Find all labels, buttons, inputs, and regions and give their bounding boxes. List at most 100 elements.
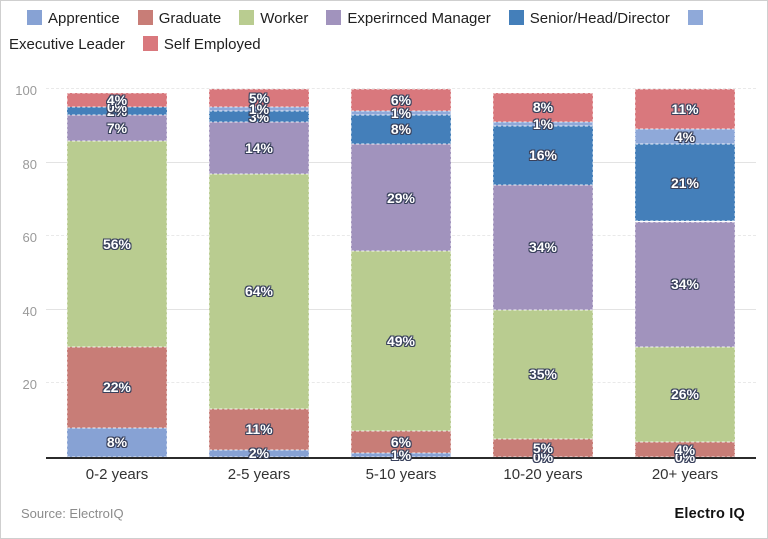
legend-swatch-icon [27, 10, 42, 25]
segment-value-label: 2% [248, 445, 270, 462]
segment-value-label: 1% [532, 115, 554, 132]
x-tick-label: 2-5 years [227, 466, 291, 483]
bar-segment [67, 140, 167, 347]
bar-segment [493, 92, 593, 123]
segment-value-label: 49% [386, 333, 416, 350]
segment-value-label: 29% [386, 189, 416, 206]
bar-segment [67, 92, 167, 108]
plot-area: 8% 22% 56% 7% 2% 0% 4% 2% 11% 64% 14% 3% 1% 5% 1% 6% 49%… [46, 88, 756, 465]
legend-swatch-icon [239, 10, 255, 25]
segment-value-label: 5% [532, 439, 554, 456]
bar-segment [493, 309, 593, 439]
bar-segment [67, 346, 167, 428]
y-tick-label: 60 [22, 230, 37, 246]
bar-segment [493, 125, 593, 185]
segment-value-label: 1% [390, 104, 412, 121]
bar-segment [351, 250, 451, 432]
bar-segment [635, 144, 735, 222]
bar-segment [351, 144, 451, 251]
segment-value-label: 2% [106, 103, 128, 120]
bar-segment [635, 442, 735, 457]
legend-item: Graduate [120, 10, 222, 27]
segment-value-label: 0% [674, 449, 696, 465]
y-tick-label: 40 [22, 303, 37, 319]
bar-segment [351, 453, 451, 457]
segment-value-label: 7% [106, 119, 128, 136]
legend-item: Apprentice [9, 10, 120, 27]
segment-value-label: 1% [390, 447, 412, 464]
bar-segment [209, 449, 309, 457]
legend-item: Self Employed [125, 36, 261, 53]
bar-segment [493, 438, 593, 457]
bar-segment [635, 129, 735, 145]
legend: Apprentice Graduate Worker Experirnced Mana… [9, 6, 761, 58]
segment-value-label: 6% [390, 92, 412, 109]
x-tick-label: 0-2 years [85, 466, 149, 483]
legend-label: Worker [260, 10, 309, 27]
segment-value-label: 64% [244, 283, 274, 300]
source-note: Source: ElectroIQ [21, 506, 124, 521]
bar-segment [635, 221, 735, 347]
segment-value-label: 11% [245, 421, 273, 438]
segment-value-label: 34% [670, 276, 700, 293]
legend-item: Experirnced Manager [308, 10, 491, 27]
bar-segment [493, 122, 593, 126]
bar-5-10-years: 1% 6% 49% 29% 8% 1% 6% [351, 89, 451, 463]
bar-segment [209, 111, 309, 123]
legend-swatch-icon [687, 10, 703, 25]
bar-segment [635, 346, 735, 443]
segment-value-label: 14% [244, 139, 274, 156]
gridline [46, 88, 756, 89]
legend-swatch-icon [142, 36, 158, 51]
segment-value-label: 35% [528, 366, 558, 383]
segment-value-label: 0% [532, 449, 554, 465]
bar-segment [67, 107, 167, 115]
bar-segment [351, 114, 451, 145]
legend-label: Graduate [158, 10, 222, 27]
bar-segment [351, 111, 451, 115]
segment-value-label: 11% [671, 101, 699, 118]
legend-swatch-icon [137, 10, 153, 25]
legend-label: Senior/Head/Director [529, 10, 670, 27]
legend-item: Executive Leader [9, 10, 709, 53]
bar-segment [209, 89, 309, 108]
legend-item: Worker [221, 10, 308, 27]
legend-label: Executive Leader [9, 36, 125, 53]
legend-swatch-icon [326, 10, 342, 25]
bar-segment [351, 89, 451, 112]
legend-label: Self Employed [163, 36, 261, 53]
brand-logo: Electro IQ [674, 506, 745, 522]
legend-label: Apprentice [48, 10, 120, 27]
segment-value-label: 26% [670, 386, 700, 403]
bar-segment [209, 173, 309, 410]
bar-segment [351, 431, 451, 454]
segment-value-label: 3% [248, 108, 270, 125]
legend-item: Senior/Head/Director [491, 10, 670, 27]
segment-value-label: 4% [106, 92, 128, 109]
segment-value-label: 22% [102, 379, 132, 396]
bar-20-years: 0% 4% 26% 34% 21% 4% 11% [635, 89, 735, 465]
y-tick-label: 80 [22, 156, 37, 172]
bar-segment [209, 107, 309, 112]
y-tick-label: 20 [22, 377, 37, 393]
segment-value-label: 8% [532, 99, 554, 116]
x-tick-label: 20+ years [651, 466, 719, 483]
segment-value-label: 21% [670, 174, 700, 191]
bar-segment [67, 114, 167, 141]
segment-value-label: 5% [248, 90, 270, 107]
bar-0-2-years: 8% 22% 56% 7% 2% 0% 4% [67, 89, 167, 457]
bar-segment [209, 409, 309, 450]
segment-value-label: 8% [390, 121, 412, 138]
x-tick-label: 5-10 years [365, 466, 437, 483]
bar-segment [493, 184, 593, 310]
segment-value-label: 4% [674, 128, 696, 145]
segment-value-label: 56% [102, 235, 132, 252]
segment-value-label: 4% [674, 441, 696, 458]
segment-value-label: 16% [528, 147, 558, 164]
segment-value-label: 1% [248, 101, 270, 118]
legend-label: Experirnced Manager [347, 10, 491, 27]
segment-value-label: 34% [528, 239, 558, 256]
bar-segment [67, 427, 167, 457]
legend-swatch-icon [508, 10, 524, 25]
